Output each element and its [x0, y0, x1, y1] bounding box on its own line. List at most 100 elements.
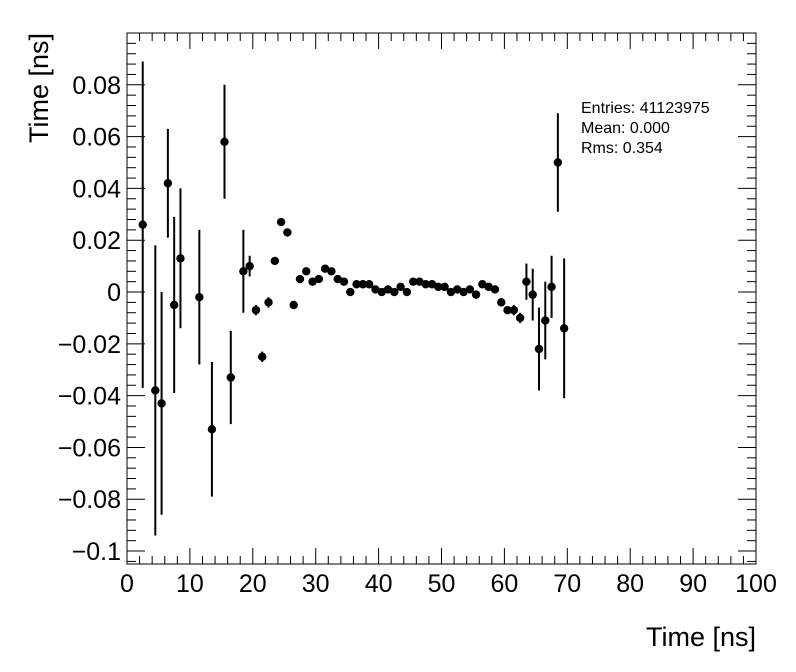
- data-point: [314, 274, 324, 284]
- x-tick-label: 30: [302, 570, 330, 598]
- data-point: [371, 285, 380, 294]
- y-tick-labels: 0.08 0.06 0.04 0.02 0 −0.02 −0.04 −0.06 −0.08 −0.…: [58, 72, 121, 566]
- data-marker: [515, 313, 525, 323]
- data-marker: [396, 282, 405, 292]
- data-point: [408, 277, 418, 286]
- data-marker: [346, 287, 355, 297]
- data-point: [283, 228, 292, 237]
- x-tick-label: 60: [490, 570, 518, 598]
- data-point: [553, 113, 563, 212]
- stats-entries: Entries: 41123975: [581, 100, 710, 117]
- stats-rms: Rms: 0.354: [581, 140, 663, 157]
- data-point: [295, 274, 305, 284]
- data-point: [383, 285, 393, 294]
- data-point: [358, 280, 368, 289]
- data-marker: [547, 282, 556, 292]
- data-marker: [295, 274, 305, 284]
- data-marker: [471, 290, 481, 299]
- data-marker: [509, 305, 519, 315]
- x-tick-label: 70: [553, 570, 581, 598]
- data-point: [390, 287, 399, 297]
- data-point: [195, 229, 204, 365]
- data-point: [484, 282, 493, 292]
- data-marker: [497, 298, 506, 307]
- data-marker: [522, 277, 531, 286]
- data-point: [515, 312, 525, 324]
- data-point: [396, 282, 405, 292]
- data-marker: [446, 287, 456, 297]
- data-point: [239, 229, 248, 313]
- data-point: [163, 128, 173, 238]
- data-point: [151, 245, 160, 536]
- data-marker: [534, 344, 544, 354]
- data-point: [339, 277, 349, 286]
- data-point: [471, 290, 481, 299]
- data-marker: [371, 285, 380, 294]
- data-marker: [138, 220, 147, 229]
- data-marker: [176, 254, 185, 263]
- data-marker: [226, 373, 235, 382]
- data-marker: [503, 305, 512, 315]
- data-marker: [528, 290, 537, 299]
- data-marker: [320, 264, 330, 273]
- data-marker: [339, 277, 349, 286]
- data-point: [157, 292, 166, 515]
- data-marker: [239, 267, 248, 276]
- data-point: [402, 287, 412, 297]
- data-point: [478, 280, 487, 289]
- data-point: [251, 304, 261, 316]
- data-point: [547, 255, 556, 318]
- data-marker: [415, 277, 424, 286]
- data-marker: [195, 293, 204, 302]
- data-point: [522, 263, 531, 300]
- data-marker: [264, 298, 273, 307]
- data-point: [490, 285, 500, 294]
- data-marker: [251, 305, 261, 315]
- data-marker: [484, 282, 493, 292]
- x-tick-label: 10: [176, 570, 204, 598]
- data-marker: [352, 280, 361, 289]
- data-marker: [207, 425, 217, 434]
- x-tick-label: 50: [428, 570, 456, 598]
- data-marker: [220, 137, 229, 146]
- data-marker: [283, 228, 292, 237]
- data-point: [509, 304, 519, 316]
- data-point: [333, 274, 342, 284]
- y-tick-label: 0: [107, 279, 121, 307]
- data-marker: [289, 300, 298, 310]
- x-axis-title: Time [ns]: [646, 622, 756, 652]
- data-point: [446, 287, 456, 297]
- y-tick-label: 0.06: [72, 124, 121, 152]
- data-point: [220, 84, 229, 199]
- data-marker: [327, 267, 336, 276]
- y-tick-label: −0.1: [72, 538, 121, 566]
- data-point: [289, 300, 298, 310]
- data-marker: [151, 386, 160, 395]
- x-tick-label: 40: [365, 570, 393, 598]
- data-marker: [245, 261, 254, 271]
- y-axis-title: Time [ns]: [24, 33, 54, 143]
- data-point: [453, 285, 462, 294]
- data-marker: [169, 300, 179, 310]
- data-point: [541, 281, 550, 360]
- data-marker: [377, 287, 386, 297]
- y-tick-label: 0.04: [72, 175, 121, 203]
- data-point: [270, 256, 280, 266]
- data-marker: [270, 256, 280, 266]
- data-point: [503, 305, 512, 315]
- data-marker: [427, 280, 437, 289]
- data-point: [207, 361, 217, 497]
- data-points: [138, 61, 569, 536]
- data-point: [258, 351, 267, 362]
- data-point: [459, 287, 468, 297]
- data-point: [276, 217, 286, 227]
- data-marker: [459, 287, 468, 297]
- y-tick-label: −0.08: [58, 486, 121, 514]
- data-marker: [559, 324, 569, 333]
- data-point: [226, 330, 235, 425]
- y-tick-label: 0.08: [72, 72, 121, 100]
- data-marker: [390, 287, 399, 297]
- data-point: [264, 297, 273, 308]
- data-point: [302, 267, 311, 276]
